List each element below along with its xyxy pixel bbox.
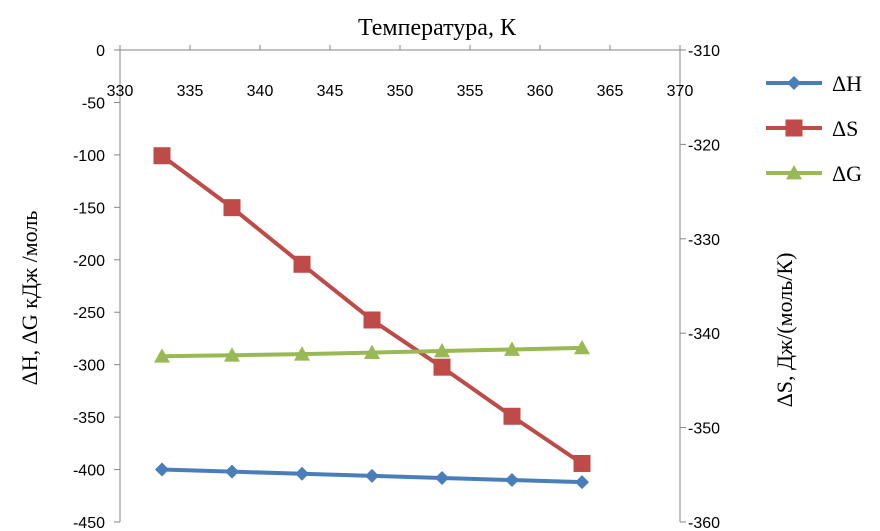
y-left-tick-label: -200 — [73, 253, 105, 270]
legend: ΔH ΔS ΔG — [766, 71, 862, 186]
y-left-tick-label: -250 — [73, 305, 105, 322]
x-tick-label: 370 — [667, 83, 694, 100]
series-ds-point — [433, 358, 451, 376]
series-dh-point — [155, 462, 169, 477]
series-ds-point — [573, 454, 591, 472]
x-tick-label: 340 — [247, 83, 274, 100]
series-dh-point — [295, 466, 309, 481]
series-dh-point — [225, 464, 239, 479]
x-tick-label: 350 — [387, 83, 414, 100]
legend-ds-marker — [785, 119, 803, 137]
series-dg-point — [294, 346, 310, 361]
y-right-tick-label: -350 — [688, 421, 720, 438]
legend-dg-marker — [786, 165, 802, 180]
series-dh-point — [365, 468, 379, 483]
y-axis-left-label: ΔH, ΔG кДж /моль — [17, 211, 42, 386]
x-tick-label: 355 — [457, 83, 484, 100]
x-tick-label: 345 — [317, 83, 344, 100]
y-right-tick-label: -320 — [688, 137, 720, 154]
y-left-tick-label: -300 — [73, 358, 105, 375]
x-tick-label: 360 — [527, 83, 554, 100]
axes: 330 335 340 345 350 355 360 365 370 0 -50 -100 -150 -… — [73, 43, 720, 531]
series-ds-point — [293, 255, 311, 273]
plot-area — [153, 147, 591, 490]
series-ds-point — [223, 199, 241, 217]
y-right-tick-label: -310 — [688, 43, 720, 60]
y-left-tick-label: 0 — [96, 43, 105, 60]
x-tick-label: 365 — [597, 83, 624, 100]
y-left-tick-label: -350 — [73, 410, 105, 427]
legend-dh-marker — [787, 76, 801, 90]
series-ds-point — [503, 407, 521, 425]
series-dg-point — [364, 344, 380, 360]
y-right-tick-label: -360 — [688, 515, 720, 531]
y-left-tick-label: -50 — [82, 95, 105, 112]
series-dg-point — [434, 343, 450, 358]
series-dh-point — [435, 470, 449, 485]
series-ds-point — [363, 311, 381, 329]
chart-title: Температура, К — [358, 15, 517, 41]
y-axis-right-label: ΔS, Дж/(моль/К) — [772, 253, 797, 408]
series-dg-point — [574, 339, 590, 355]
series-dg-point — [224, 347, 240, 362]
y-left-tick-label: -150 — [73, 200, 105, 217]
y-left-tick-label: -450 — [73, 515, 105, 531]
x-tick-label: 330 — [107, 83, 134, 100]
series-dg-point — [504, 341, 520, 356]
y-right-tick-label: -340 — [688, 326, 720, 343]
x-tick-label: 335 — [177, 83, 204, 100]
y-left-tick-label: -400 — [73, 463, 105, 480]
legend-dg-label: ΔG — [832, 161, 862, 186]
series-dg-point — [154, 348, 170, 363]
legend-ds-label: ΔS — [832, 116, 858, 141]
series-dh-point — [575, 475, 589, 490]
series-dh-point — [505, 473, 519, 488]
y-right-tick-label: -330 — [688, 232, 720, 249]
y-left-tick-label: -100 — [73, 148, 105, 165]
legend-dh-label: ΔH — [832, 71, 862, 96]
series-ds-point — [153, 147, 171, 165]
